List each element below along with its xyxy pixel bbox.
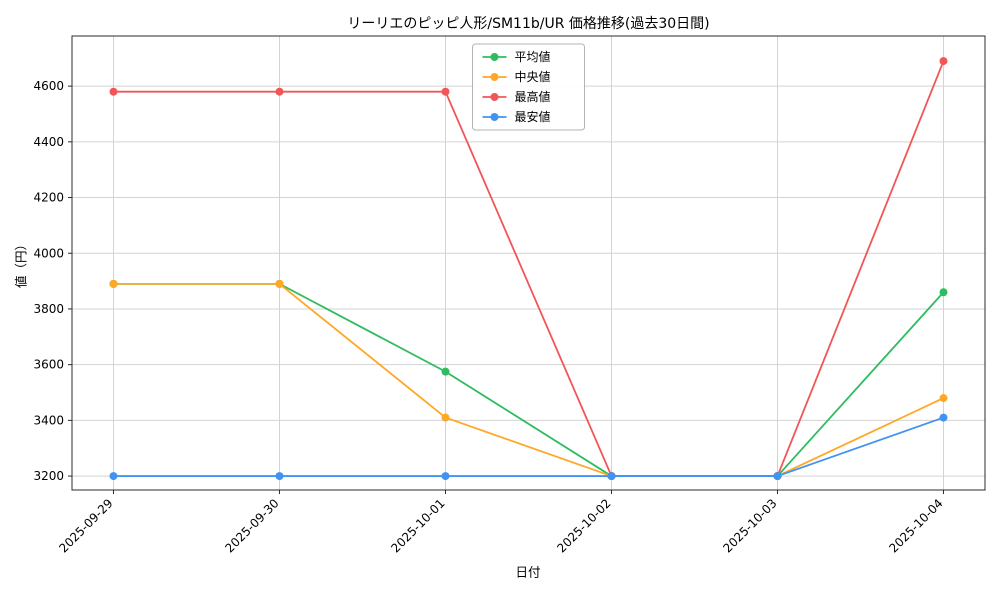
data-point-marker bbox=[939, 394, 948, 403]
y-tick-label: 4600 bbox=[33, 79, 64, 93]
y-tick-label: 4200 bbox=[33, 191, 64, 205]
data-point-marker bbox=[441, 472, 450, 481]
legend-item: 最安値 bbox=[482, 109, 551, 124]
legend-marker bbox=[490, 113, 499, 121]
data-point-marker bbox=[441, 367, 450, 376]
legend-marker bbox=[490, 53, 499, 61]
data-point-marker bbox=[275, 279, 284, 288]
data-point-marker bbox=[441, 87, 450, 96]
data-point-marker bbox=[939, 288, 948, 297]
data-point-marker bbox=[939, 413, 948, 422]
data-point-marker bbox=[607, 472, 616, 481]
legend-item: 平均値 bbox=[482, 49, 551, 64]
y-tick-label: 3400 bbox=[33, 413, 64, 427]
data-point-marker bbox=[109, 279, 118, 288]
data-point-marker bbox=[939, 57, 948, 66]
legend-item: 中央値 bbox=[482, 69, 551, 84]
data-point-marker bbox=[441, 413, 450, 422]
x-axis-label: 日付 bbox=[515, 564, 541, 580]
x-tick-label: 2025-10-04 bbox=[886, 496, 945, 555]
legend-label: 最安値 bbox=[515, 109, 551, 124]
legend-label: 最高値 bbox=[515, 89, 551, 104]
legend-item: 最高値 bbox=[482, 89, 551, 104]
chart-title: リーリエのピッピ人形/SM11b/UR 価格推移(過去30日間) bbox=[347, 16, 710, 32]
series-line bbox=[112, 60, 945, 477]
x-tick-label: 2025-09-29 bbox=[56, 496, 115, 555]
x-tick-label: 2025-10-01 bbox=[388, 496, 447, 555]
legend-label: 中央値 bbox=[515, 69, 551, 84]
x-tick-label: 2025-10-03 bbox=[720, 496, 779, 555]
x-tick-label: 2025-10-02 bbox=[554, 496, 613, 555]
series-line bbox=[112, 282, 945, 477]
y-tick-label: 4000 bbox=[33, 246, 64, 260]
legend-label: 平均値 bbox=[515, 49, 551, 64]
y-tick-label: 3200 bbox=[33, 469, 64, 483]
series-line bbox=[112, 416, 945, 477]
y-tick-label: 3600 bbox=[33, 358, 64, 372]
data-point-marker bbox=[275, 472, 284, 481]
plot-border bbox=[71, 35, 986, 491]
y-tick-label: 4400 bbox=[33, 135, 64, 149]
data-point-marker bbox=[773, 472, 782, 481]
legend-box bbox=[472, 43, 585, 131]
data-point-marker bbox=[109, 87, 118, 96]
legend-marker bbox=[490, 73, 499, 81]
data-point-marker bbox=[275, 87, 284, 96]
data-point-marker bbox=[109, 472, 118, 481]
y-tick-label: 3800 bbox=[33, 302, 64, 316]
legend-marker bbox=[490, 93, 499, 101]
x-tick-label: 2025-09-30 bbox=[222, 496, 281, 555]
